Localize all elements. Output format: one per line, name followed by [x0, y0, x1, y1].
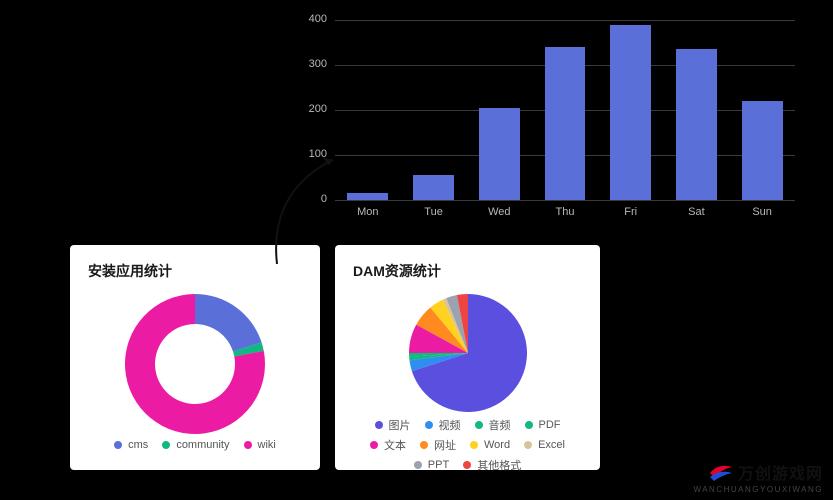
legend-label: 网址 [434, 437, 456, 453]
legend-dot-icon [162, 441, 170, 449]
bar[interactable] [545, 47, 586, 200]
x-axis-label: Sat [664, 206, 730, 218]
gridline [335, 200, 795, 201]
legend-label: 其他格式 [477, 457, 521, 473]
logo-text-cn: 万创游戏网 [738, 460, 823, 484]
legend-label: community [176, 439, 229, 451]
donut-legend: cms community wiki [88, 439, 302, 451]
legend-label: 图片 [389, 417, 411, 433]
y-axis-label: 200 [295, 103, 327, 115]
bar[interactable] [742, 101, 783, 200]
x-axis-label: Thu [532, 206, 598, 218]
legend-item[interactable]: cms [114, 439, 148, 451]
legend-item[interactable]: community [162, 439, 229, 451]
legend-dot-icon [425, 421, 433, 429]
legend-label: 文本 [384, 437, 406, 453]
legend-label: 音频 [489, 417, 511, 433]
legend-item[interactable]: wiki [244, 439, 276, 451]
dam-stats-title: DAM资源统计 [353, 261, 582, 281]
legend-dot-icon [420, 441, 428, 449]
legend-dot-icon [244, 441, 252, 449]
legend-label: Excel [538, 439, 565, 451]
legend-item[interactable]: 视频 [425, 417, 461, 433]
install-stats-title: 安装应用统计 [88, 261, 302, 281]
gridline [335, 20, 795, 21]
legend-item[interactable]: 音频 [475, 417, 511, 433]
legend-item[interactable]: 图片 [375, 417, 411, 433]
legend-label: PPT [428, 459, 449, 471]
legend-label: cms [128, 439, 148, 451]
legend-item[interactable]: 网址 [420, 437, 456, 453]
y-axis-label: 300 [295, 58, 327, 70]
x-axis-label: Sun [729, 206, 795, 218]
pie-chart [353, 289, 582, 417]
slice[interactable] [195, 294, 262, 352]
legend-dot-icon [414, 461, 422, 469]
donut-chart [88, 289, 302, 439]
legend-item[interactable]: Word [470, 437, 510, 453]
legend-dot-icon [463, 461, 471, 469]
y-axis-label: 0 [295, 193, 327, 205]
x-axis-label: Wed [466, 206, 532, 218]
y-axis-label: 100 [295, 148, 327, 160]
legend-label: 视频 [439, 417, 461, 433]
legend-item[interactable]: 文本 [370, 437, 406, 453]
bar[interactable] [413, 175, 454, 200]
legend-dot-icon [475, 421, 483, 429]
logo-icon [708, 461, 734, 483]
legend-label: wiki [258, 439, 276, 451]
x-axis-label: Fri [598, 206, 664, 218]
legend-dot-icon [524, 441, 532, 449]
bar[interactable] [676, 49, 717, 200]
bar[interactable] [610, 25, 651, 201]
legend-dot-icon [470, 441, 478, 449]
bar[interactable] [347, 193, 388, 200]
dam-stats-card: DAM资源统计 图片 视频 音频 PDF 文本 网址 Word Excel PPT 其他格式 [335, 245, 600, 470]
legend-dot-icon [370, 441, 378, 449]
install-stats-card: 安装应用统计 cms community wiki [70, 245, 320, 470]
bar-chart: 0 100 200 300 400 MonTueWedThuFriSatSun [295, 10, 795, 220]
site-logo: 万创游戏网 WANCHUANGYOUXIWANG [693, 460, 823, 494]
legend-item[interactable]: PPT [414, 457, 449, 473]
legend-label: Word [484, 439, 510, 451]
logo-text-pinyin: WANCHUANGYOUXIWANG [693, 485, 823, 494]
bar[interactable] [479, 108, 520, 200]
y-axis-label: 400 [295, 13, 327, 25]
pie-legend: 图片 视频 音频 PDF 文本 网址 Word Excel PPT 其他格式 [353, 417, 582, 473]
legend-item[interactable]: PDF [525, 417, 561, 433]
x-axis-label: Tue [401, 206, 467, 218]
legend-label: PDF [539, 419, 561, 431]
stage: 0 100 200 300 400 MonTueWedThuFriSatSun 安装应用统… [0, 0, 833, 500]
legend-item[interactable]: Excel [524, 437, 565, 453]
legend-dot-icon [525, 421, 533, 429]
x-axis-label: Mon [335, 206, 401, 218]
legend-dot-icon [375, 421, 383, 429]
legend-item[interactable]: 其他格式 [463, 457, 521, 473]
legend-dot-icon [114, 441, 122, 449]
